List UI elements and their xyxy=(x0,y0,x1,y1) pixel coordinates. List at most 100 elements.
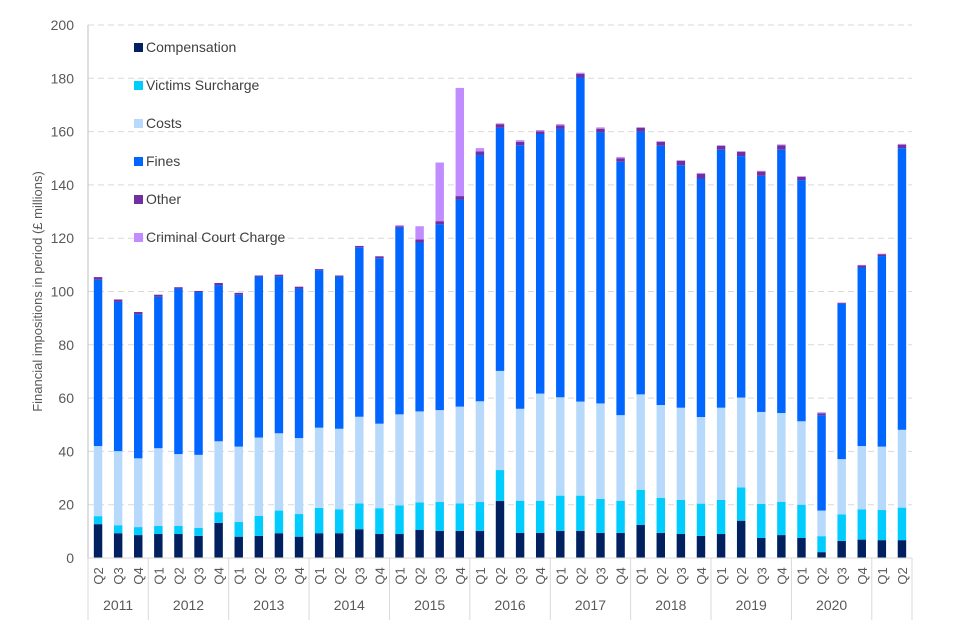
bar-stack xyxy=(777,144,786,558)
x-tick-label: Q2 xyxy=(171,567,186,584)
bar-segment-victims-surcharge xyxy=(676,499,686,535)
x-tick-label: Q2 xyxy=(91,567,106,584)
bar-segment-other xyxy=(576,73,585,78)
x-tick-label: Q1 xyxy=(473,567,488,584)
bar-segment-criminal-court-charge xyxy=(757,170,766,172)
bar-segment-victims-surcharge xyxy=(294,514,304,537)
bar-segment-criminal-court-charge xyxy=(777,144,786,146)
bar-segment-fines xyxy=(857,267,866,447)
bar-segment-compensation xyxy=(475,530,485,558)
bar-segment-fines xyxy=(375,258,384,424)
y-tick-label: 180 xyxy=(51,70,75,86)
bar-segment-criminal-court-charge xyxy=(857,264,866,266)
bar-segment-compensation xyxy=(817,552,826,558)
legend-item: Fines xyxy=(134,153,180,169)
bar-stack xyxy=(134,312,143,558)
bar-segment-costs xyxy=(676,407,686,500)
bar-segment-costs xyxy=(837,459,846,515)
bar-segment-compensation xyxy=(515,532,525,558)
bar-segment-fines xyxy=(716,149,726,408)
bar-segment-victims-surcharge xyxy=(716,499,726,535)
year-label: 2014 xyxy=(334,597,365,613)
x-tick-label: Q4 xyxy=(131,567,146,584)
bar-segment-fines xyxy=(817,415,826,511)
bar-segment-victims-surcharge xyxy=(576,495,585,531)
bar-segment-costs xyxy=(113,451,123,526)
bar-segment-criminal-court-charge xyxy=(656,141,666,142)
bar-segment-criminal-court-charge xyxy=(535,130,545,132)
bar-segment-costs xyxy=(93,446,103,517)
x-tick-label: Q1 xyxy=(232,567,247,584)
bar-segment-fines xyxy=(113,301,123,452)
legend-swatch xyxy=(134,157,143,166)
x-axis-quarter-labels: Q2 Q3 Q4 Q1 Q2 Q3 Q4 Q1 Q2 Q3 Q4 Q1 Q2 Q3 Q4 Q1 Q2 Q3 Q4 Q1… xyxy=(91,567,910,584)
bar-segment-compensation xyxy=(174,534,183,558)
bar-segment-fines xyxy=(395,227,404,415)
year-label: 2012 xyxy=(173,597,204,613)
bar-segment-costs xyxy=(174,454,183,527)
bar-segment-costs xyxy=(475,401,485,503)
bar-stack xyxy=(435,162,444,558)
bar-segment-other xyxy=(495,124,505,128)
bar-segment-other xyxy=(174,287,183,289)
bar-segment-fines xyxy=(154,296,163,449)
bar-segment-other xyxy=(154,294,163,297)
bar-segment-other xyxy=(415,239,424,243)
bar-segment-compensation xyxy=(736,520,746,558)
x-tick-label: Q3 xyxy=(674,567,689,584)
bar-segment-victims-surcharge xyxy=(656,497,666,533)
bar-segment-compensation xyxy=(355,529,364,558)
bar-segment-other xyxy=(636,127,645,132)
bar-stack xyxy=(294,286,304,558)
bar-segment-criminal-court-charge xyxy=(596,127,605,129)
bar-segment-other xyxy=(857,265,866,268)
bar-segment-other xyxy=(897,144,907,149)
bar-stack xyxy=(154,294,163,558)
bar-segment-other xyxy=(274,274,284,277)
bar-stack xyxy=(234,292,243,558)
bar-segment-fines xyxy=(535,133,545,394)
bar-segment-costs xyxy=(274,433,284,511)
bar-segment-compensation xyxy=(616,532,625,558)
bar-segment-compensation xyxy=(757,538,766,558)
y-tick-label: 40 xyxy=(58,443,74,459)
bar-segment-victims-surcharge xyxy=(777,501,786,536)
bar-segment-costs xyxy=(415,411,424,503)
bar-segment-victims-surcharge xyxy=(194,527,203,536)
x-tick-label: Q1 xyxy=(553,567,568,584)
x-tick-label: Q3 xyxy=(111,567,126,584)
bar-segment-criminal-court-charge xyxy=(435,162,444,222)
bar-segment-costs xyxy=(134,458,143,528)
bar-segment-victims-surcharge xyxy=(355,503,364,530)
bar-segment-costs xyxy=(234,446,243,523)
bar-segment-costs xyxy=(515,408,525,501)
bar-segment-criminal-court-charge xyxy=(817,412,826,414)
bar-segment-compensation xyxy=(375,534,384,558)
bar-segment-victims-surcharge xyxy=(455,503,465,531)
bar-segment-costs xyxy=(495,370,505,471)
legend-item: Costs xyxy=(134,115,182,131)
bar-segment-victims-surcharge xyxy=(757,503,766,539)
x-tick-label: Q1 xyxy=(151,567,166,584)
year-label: 2019 xyxy=(736,597,767,613)
legend-item: Other xyxy=(134,191,181,207)
bar-segment-other xyxy=(134,312,143,315)
bar-segment-fines xyxy=(696,178,706,418)
x-tick-label: Q2 xyxy=(252,567,267,584)
bar-segment-fines xyxy=(596,132,605,404)
bar-segment-fines xyxy=(576,77,585,402)
bar-segment-criminal-court-charge xyxy=(475,148,485,152)
bar-segment-fines xyxy=(636,131,645,395)
bar-segment-criminal-court-charge xyxy=(837,302,846,303)
y-axis-ticks: 0 20 40 60 80 100 120 140 160 180 200 xyxy=(51,17,75,566)
bar-segment-compensation xyxy=(93,524,103,558)
bar-segment-victims-surcharge xyxy=(274,510,284,534)
bar-segment-costs xyxy=(395,414,404,506)
bar-segment-fines xyxy=(435,224,444,411)
year-label: 2015 xyxy=(414,597,445,613)
bar-stack xyxy=(375,256,384,558)
bar-segment-compensation xyxy=(154,534,163,558)
bar-segment-victims-surcharge xyxy=(857,509,866,540)
bar-segment-victims-surcharge xyxy=(596,498,605,533)
bar-segment-costs xyxy=(294,438,304,515)
